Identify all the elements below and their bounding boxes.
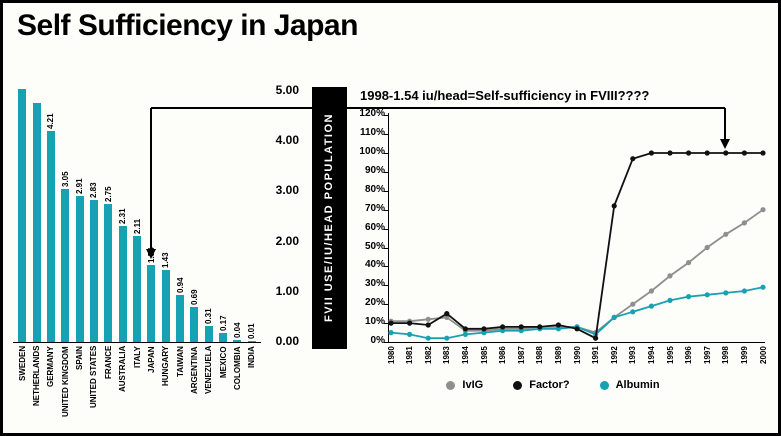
line-x-tick-label-1989: 1989 bbox=[553, 346, 563, 364]
line-x-tick-label-1999: 1999 bbox=[739, 346, 749, 364]
line-x-tick-label-1984: 1984 bbox=[460, 346, 470, 364]
slide-title: Self Sufficiency in Japan bbox=[17, 9, 358, 42]
line-x-tick-label-1988: 1988 bbox=[535, 346, 545, 364]
line-y-tick-mark bbox=[384, 304, 388, 306]
line-x-axis bbox=[388, 342, 765, 343]
line-x-tick-label-2000: 2000 bbox=[758, 346, 768, 364]
line-y-tick-label: 30% bbox=[364, 278, 385, 290]
legend-label-ivig: IvIG bbox=[462, 379, 484, 391]
line-y-tick-mark bbox=[384, 228, 388, 230]
bar-india bbox=[247, 341, 256, 342]
line-y-tick-label: 50% bbox=[364, 240, 385, 252]
line-y-tick-label: 0% bbox=[370, 335, 385, 346]
bar-france bbox=[104, 203, 113, 342]
bar-y-tick-label: 5.00 bbox=[275, 83, 299, 97]
bar-mexico bbox=[219, 333, 228, 342]
line-y-tick-label: 80% bbox=[364, 183, 385, 195]
line-x-tick-label-1983: 1983 bbox=[442, 346, 452, 364]
line-y-tick-mark bbox=[384, 323, 388, 325]
line-y-tick-label: 20% bbox=[364, 297, 385, 309]
line-y-axis bbox=[388, 113, 389, 343]
bar-venezuela bbox=[204, 326, 213, 342]
line-y-tick-label: 40% bbox=[364, 259, 385, 271]
legend-item-factor: Factor? bbox=[513, 379, 570, 391]
line-x-tick-label-1997: 1997 bbox=[702, 346, 712, 364]
legend-item-albumin: Albumin bbox=[599, 379, 660, 391]
line-y-tick-label: 110% bbox=[359, 127, 385, 139]
line-x-tick-label-1994: 1994 bbox=[646, 346, 656, 364]
bar-x-axis bbox=[13, 342, 261, 343]
bar-chart: SWEDEN NETHERLANDS 4.21 GERMANY 3.05 UNITED K… bbox=[3, 3, 778, 433]
legend-label-factor: Factor? bbox=[529, 379, 570, 391]
line-x-tick-label-1993: 1993 bbox=[628, 346, 638, 364]
line-x-tick-label-1982: 1982 bbox=[423, 346, 433, 364]
bar-australia bbox=[118, 226, 127, 342]
line-y-tick-mark bbox=[384, 171, 388, 173]
bar-germany bbox=[46, 130, 55, 342]
line-y-tick-mark bbox=[384, 190, 388, 192]
legend-label-albumin: Albumin bbox=[615, 379, 660, 391]
bar-y-tick-label: 3.00 bbox=[275, 183, 299, 198]
bar-spain bbox=[75, 195, 84, 342]
bar-colombia bbox=[233, 339, 242, 342]
bar-japan bbox=[147, 264, 156, 342]
legend-marker-albumin bbox=[599, 380, 609, 390]
bar-y-tick-label: 0.00 bbox=[275, 334, 299, 348]
bar-y-tick-label: 2.00 bbox=[275, 233, 299, 248]
legend-marker-factor bbox=[513, 380, 523, 390]
line-x-tick-label-1991: 1991 bbox=[591, 346, 601, 364]
line-x-tick-label-1992: 1992 bbox=[609, 346, 619, 364]
legend-marker-ivig bbox=[446, 380, 456, 390]
series-factor bbox=[388, 150, 766, 341]
line-y-tick-label: 60% bbox=[364, 221, 385, 233]
line-y-tick-label: 120% bbox=[359, 108, 385, 120]
line-y-tick-mark bbox=[384, 342, 388, 343]
line-y-tick-label: 90% bbox=[364, 164, 385, 176]
legend-item-ivig: IvIG bbox=[446, 379, 483, 391]
line-x-tick-label-1981: 1981 bbox=[405, 346, 415, 364]
line-x-tick-label-1996: 1996 bbox=[684, 346, 694, 364]
line-x-tick-label-1995: 1995 bbox=[665, 346, 675, 364]
bar-sweden bbox=[18, 88, 27, 342]
line-x-tick-label-1985: 1985 bbox=[479, 346, 489, 364]
bar-argentina bbox=[190, 307, 199, 342]
line-y-tick-mark bbox=[384, 115, 388, 117]
line-y-tick-mark bbox=[384, 134, 388, 136]
line-y-tick-mark bbox=[384, 153, 388, 154]
bar-united-kingdom bbox=[61, 188, 70, 342]
line-y-tick-label: 100% bbox=[359, 146, 385, 157]
line-x-tick-label-1980: 1980 bbox=[386, 346, 396, 364]
bar-united-states bbox=[89, 199, 98, 342]
line-x-tick-label-1998: 1998 bbox=[721, 346, 731, 364]
line-y-tick-mark bbox=[384, 285, 388, 287]
bar-y-tick-label: 4.00 bbox=[275, 133, 299, 148]
bar-italy bbox=[133, 236, 141, 342]
y-axis-banner: FVII USE/IU/HEAD POPULATION bbox=[312, 87, 347, 349]
line-y-tick-mark bbox=[384, 209, 388, 211]
line-y-tick-mark bbox=[384, 247, 388, 249]
line-chart-title: 1998-1.54 iu/head=Self-sufficiency in FV… bbox=[360, 88, 650, 103]
line-y-tick-mark bbox=[384, 266, 388, 268]
bar-netherlands bbox=[32, 102, 41, 342]
bar-hungary bbox=[161, 270, 170, 342]
bar-taiwan bbox=[176, 294, 185, 342]
legend: IvIG Factor? Albumin bbox=[363, 379, 743, 391]
line-x-tick-label-1987: 1987 bbox=[516, 346, 526, 364]
line-chart: 1998-1.54 iu/head=Self-sufficiency in FV… bbox=[3, 3, 778, 433]
series-ivig bbox=[388, 207, 766, 336]
line-plot-svg bbox=[388, 150, 766, 341]
line-x-tick-label-1986: 1986 bbox=[498, 346, 508, 364]
line-y-tick-label: 10% bbox=[364, 316, 385, 328]
line-x-tick-label-1990: 1990 bbox=[572, 346, 582, 364]
line-y-tick-label: 70% bbox=[364, 202, 385, 214]
bar-y-tick-label: 1.00 bbox=[275, 283, 299, 298]
